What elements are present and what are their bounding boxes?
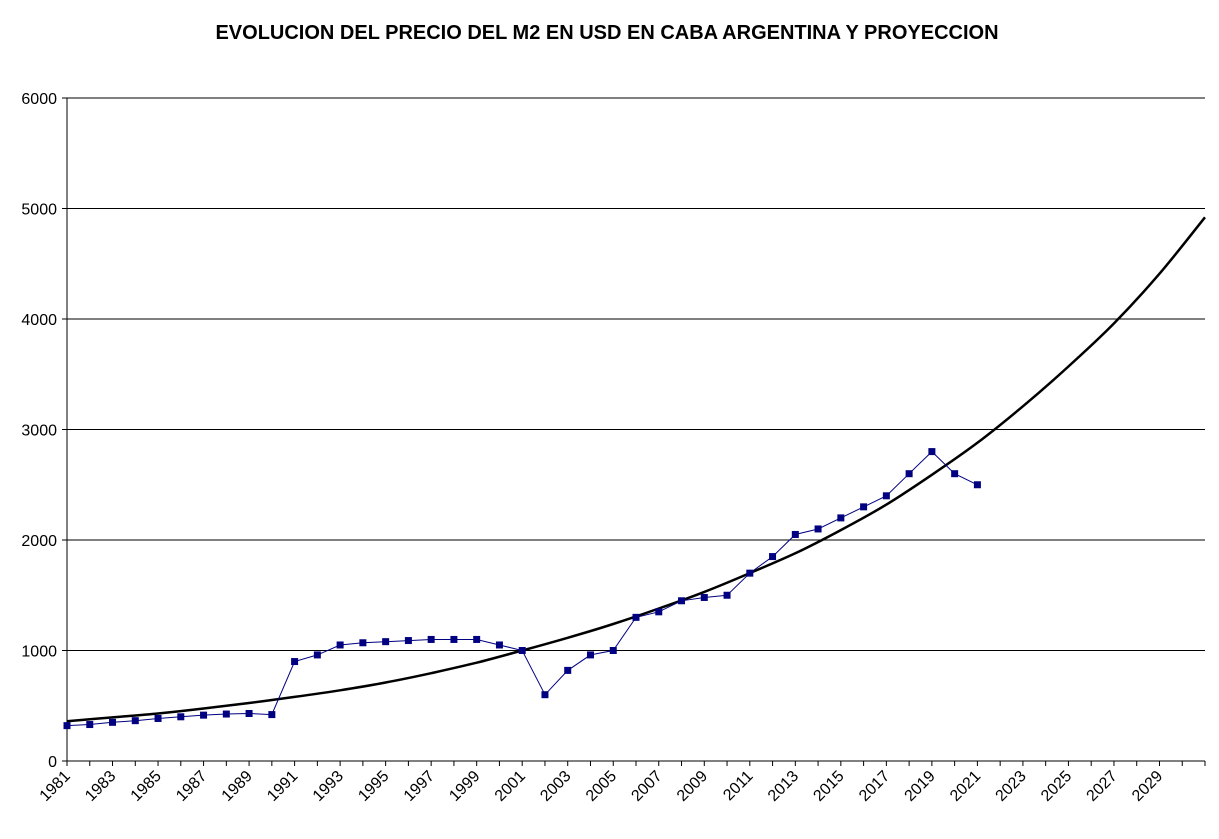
x-tick-label: 2013 bbox=[765, 768, 802, 805]
axes bbox=[66, 98, 1206, 766]
grid-lines bbox=[62, 97, 1205, 762]
price-point bbox=[495, 641, 503, 649]
price-point bbox=[791, 530, 799, 538]
price-point bbox=[746, 569, 754, 577]
price-point bbox=[837, 514, 845, 522]
y-tick-labels: 0 1000 2000 3000 4000 5000 6000 bbox=[21, 91, 57, 771]
y-tick-label: 2000 bbox=[21, 533, 57, 550]
x-tick-label: 2009 bbox=[674, 768, 711, 805]
trend-curve-group bbox=[66, 216, 1206, 723]
price-point bbox=[86, 721, 94, 729]
price-point bbox=[882, 492, 890, 500]
x-tick-label: 2019 bbox=[902, 768, 939, 805]
x-tick-label: 1981 bbox=[37, 768, 74, 805]
price-point bbox=[222, 710, 230, 718]
price-point bbox=[541, 691, 549, 699]
x-tick-label: 1985 bbox=[128, 768, 165, 805]
price-point bbox=[586, 651, 594, 659]
price-point bbox=[928, 448, 936, 456]
price-point bbox=[245, 709, 253, 717]
x-tick-labels: 1981 1983 1985 1987 1989 1991 1993 1995 1997 1999… bbox=[37, 768, 1167, 805]
price-point bbox=[427, 635, 435, 643]
y-tick-label: 4000 bbox=[21, 312, 57, 329]
price-point bbox=[518, 647, 526, 654]
x-tick-label: 1995 bbox=[355, 768, 392, 805]
price-point bbox=[905, 470, 913, 478]
y-tick-label: 5000 bbox=[21, 202, 57, 219]
price-point bbox=[951, 470, 959, 478]
price-point bbox=[609, 647, 617, 654]
price-point bbox=[723, 591, 731, 599]
price-point bbox=[860, 503, 868, 511]
price-point bbox=[632, 613, 640, 621]
y-tick-label: 0 bbox=[48, 754, 57, 771]
x-tick-label: 2017 bbox=[856, 768, 893, 805]
price-point bbox=[200, 711, 208, 719]
price-point bbox=[291, 658, 299, 666]
x-tick-label: 1989 bbox=[219, 768, 256, 805]
x-tick-label: 1987 bbox=[173, 768, 210, 805]
x-tick-label: 2011 bbox=[720, 768, 756, 804]
x-tick-label: 1997 bbox=[401, 768, 438, 805]
price-point bbox=[450, 635, 458, 643]
price-point bbox=[769, 553, 777, 561]
y-tick-label: 1000 bbox=[21, 644, 57, 661]
x-tick-label: 1983 bbox=[82, 768, 119, 805]
x-tick-label: 1999 bbox=[446, 768, 483, 805]
x-tick-label: 2029 bbox=[1129, 768, 1166, 805]
price-point bbox=[359, 639, 367, 647]
y-tick-label: 6000 bbox=[21, 91, 57, 108]
x-tick-label: 2027 bbox=[1084, 768, 1121, 805]
x-tick-label: 2023 bbox=[993, 768, 1030, 805]
price-point bbox=[313, 651, 321, 659]
price-point bbox=[154, 714, 162, 722]
price-point bbox=[564, 666, 572, 674]
y-tick-label: 3000 bbox=[21, 423, 57, 440]
price-point bbox=[973, 481, 981, 489]
x-tick-label: 2003 bbox=[537, 768, 574, 805]
x-tick-label: 2007 bbox=[628, 768, 665, 805]
chart-title: EVOLUCION DEL PRECIO DEL M2 EN USD EN CA… bbox=[215, 22, 998, 44]
x-tick-label: 2025 bbox=[1038, 768, 1075, 805]
price-point bbox=[268, 711, 276, 719]
x-tick-label: 2005 bbox=[583, 768, 620, 805]
price-point bbox=[63, 722, 71, 730]
price-point bbox=[700, 593, 708, 601]
price-point bbox=[655, 608, 663, 616]
price-point bbox=[109, 718, 117, 726]
price-point bbox=[336, 641, 344, 649]
price-point bbox=[177, 713, 185, 721]
price-point bbox=[814, 525, 822, 533]
x-tick-label: 2021 bbox=[947, 768, 984, 805]
x-tick-label: 1993 bbox=[310, 768, 347, 805]
price-point bbox=[131, 717, 139, 725]
x-tick-label: 2001 bbox=[492, 768, 529, 805]
trend-curve bbox=[66, 216, 1206, 723]
price-point bbox=[473, 635, 481, 643]
price-point bbox=[404, 637, 412, 645]
price-point bbox=[678, 597, 686, 605]
x-tick-label: 1991 bbox=[264, 768, 301, 805]
price-series-line bbox=[66, 450, 978, 727]
data-series-group bbox=[63, 448, 981, 730]
price-point bbox=[382, 638, 390, 646]
x-tick-label: 2015 bbox=[810, 768, 847, 805]
